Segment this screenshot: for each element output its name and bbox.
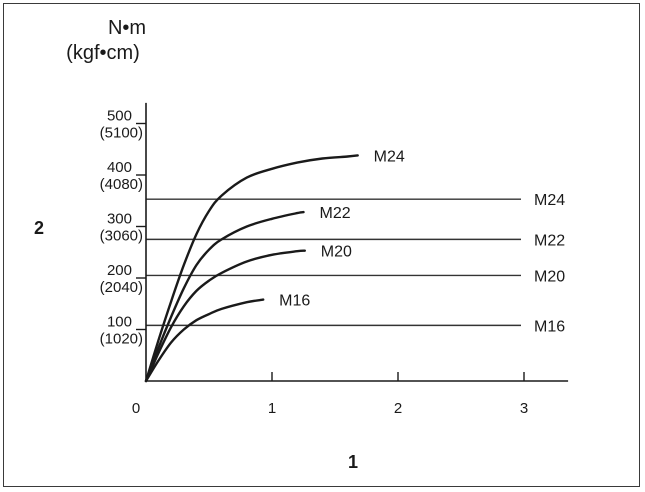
y-tick-label: 300 [107,211,132,228]
reference-line-label: M24 [534,192,565,209]
y-unit-label: N•m [108,17,146,39]
y-tick-label-secondary: (5100) [100,125,143,142]
y-axis-marker: 2 [34,218,44,238]
y-tick-label-secondary: (4080) [100,176,143,193]
torque-curves: M24 M22 M20 M16 [144,148,405,383]
x-tick-label: 1 [268,400,276,417]
curve-m20 [144,249,306,383]
curve-label: M22 [320,205,351,222]
reference-lines: M24 M22 M20 M16 [146,192,565,335]
torque-chart: N•m (kgf•cm) 2 1 M24 M22 M20 M16 0 1 2 3 100(10… [34,17,569,472]
curve-m24 [144,154,359,383]
x-tick-label: 0 [132,400,140,417]
reference-line-label: M22 [534,232,565,249]
y-tick-label: 100 [107,314,132,331]
y-tick-label: 200 [107,262,132,279]
curve-label: M16 [279,293,310,310]
curve-label: M24 [374,148,405,165]
x-axis-marker: 1 [348,452,358,472]
reference-line-label: M16 [534,318,565,335]
y-tick-label-secondary: (3060) [100,228,143,245]
y-tick-label-secondary: (2040) [100,279,143,296]
x-tick-label: 2 [394,400,402,417]
x-tick-label: 3 [520,400,528,417]
reference-line-label: M20 [534,268,565,285]
y-unit-label-secondary: (kgf•cm) [66,42,140,64]
curve-m22 [144,210,305,383]
y-tick-label-secondary: (1020) [100,331,143,348]
chart-frame: N•m (kgf•cm) 2 1 M24 M22 M20 M16 0 1 2 3 100 (10… [3,3,640,487]
curve-m16 [144,298,265,383]
axes: 0 1 2 3 100(1020) 200(2040) 300(3060) 400(4080)… [100,102,569,417]
y-tick-label: 400 [107,159,132,176]
curve-label: M20 [321,244,352,261]
y-tick-label: 500 [107,108,132,125]
